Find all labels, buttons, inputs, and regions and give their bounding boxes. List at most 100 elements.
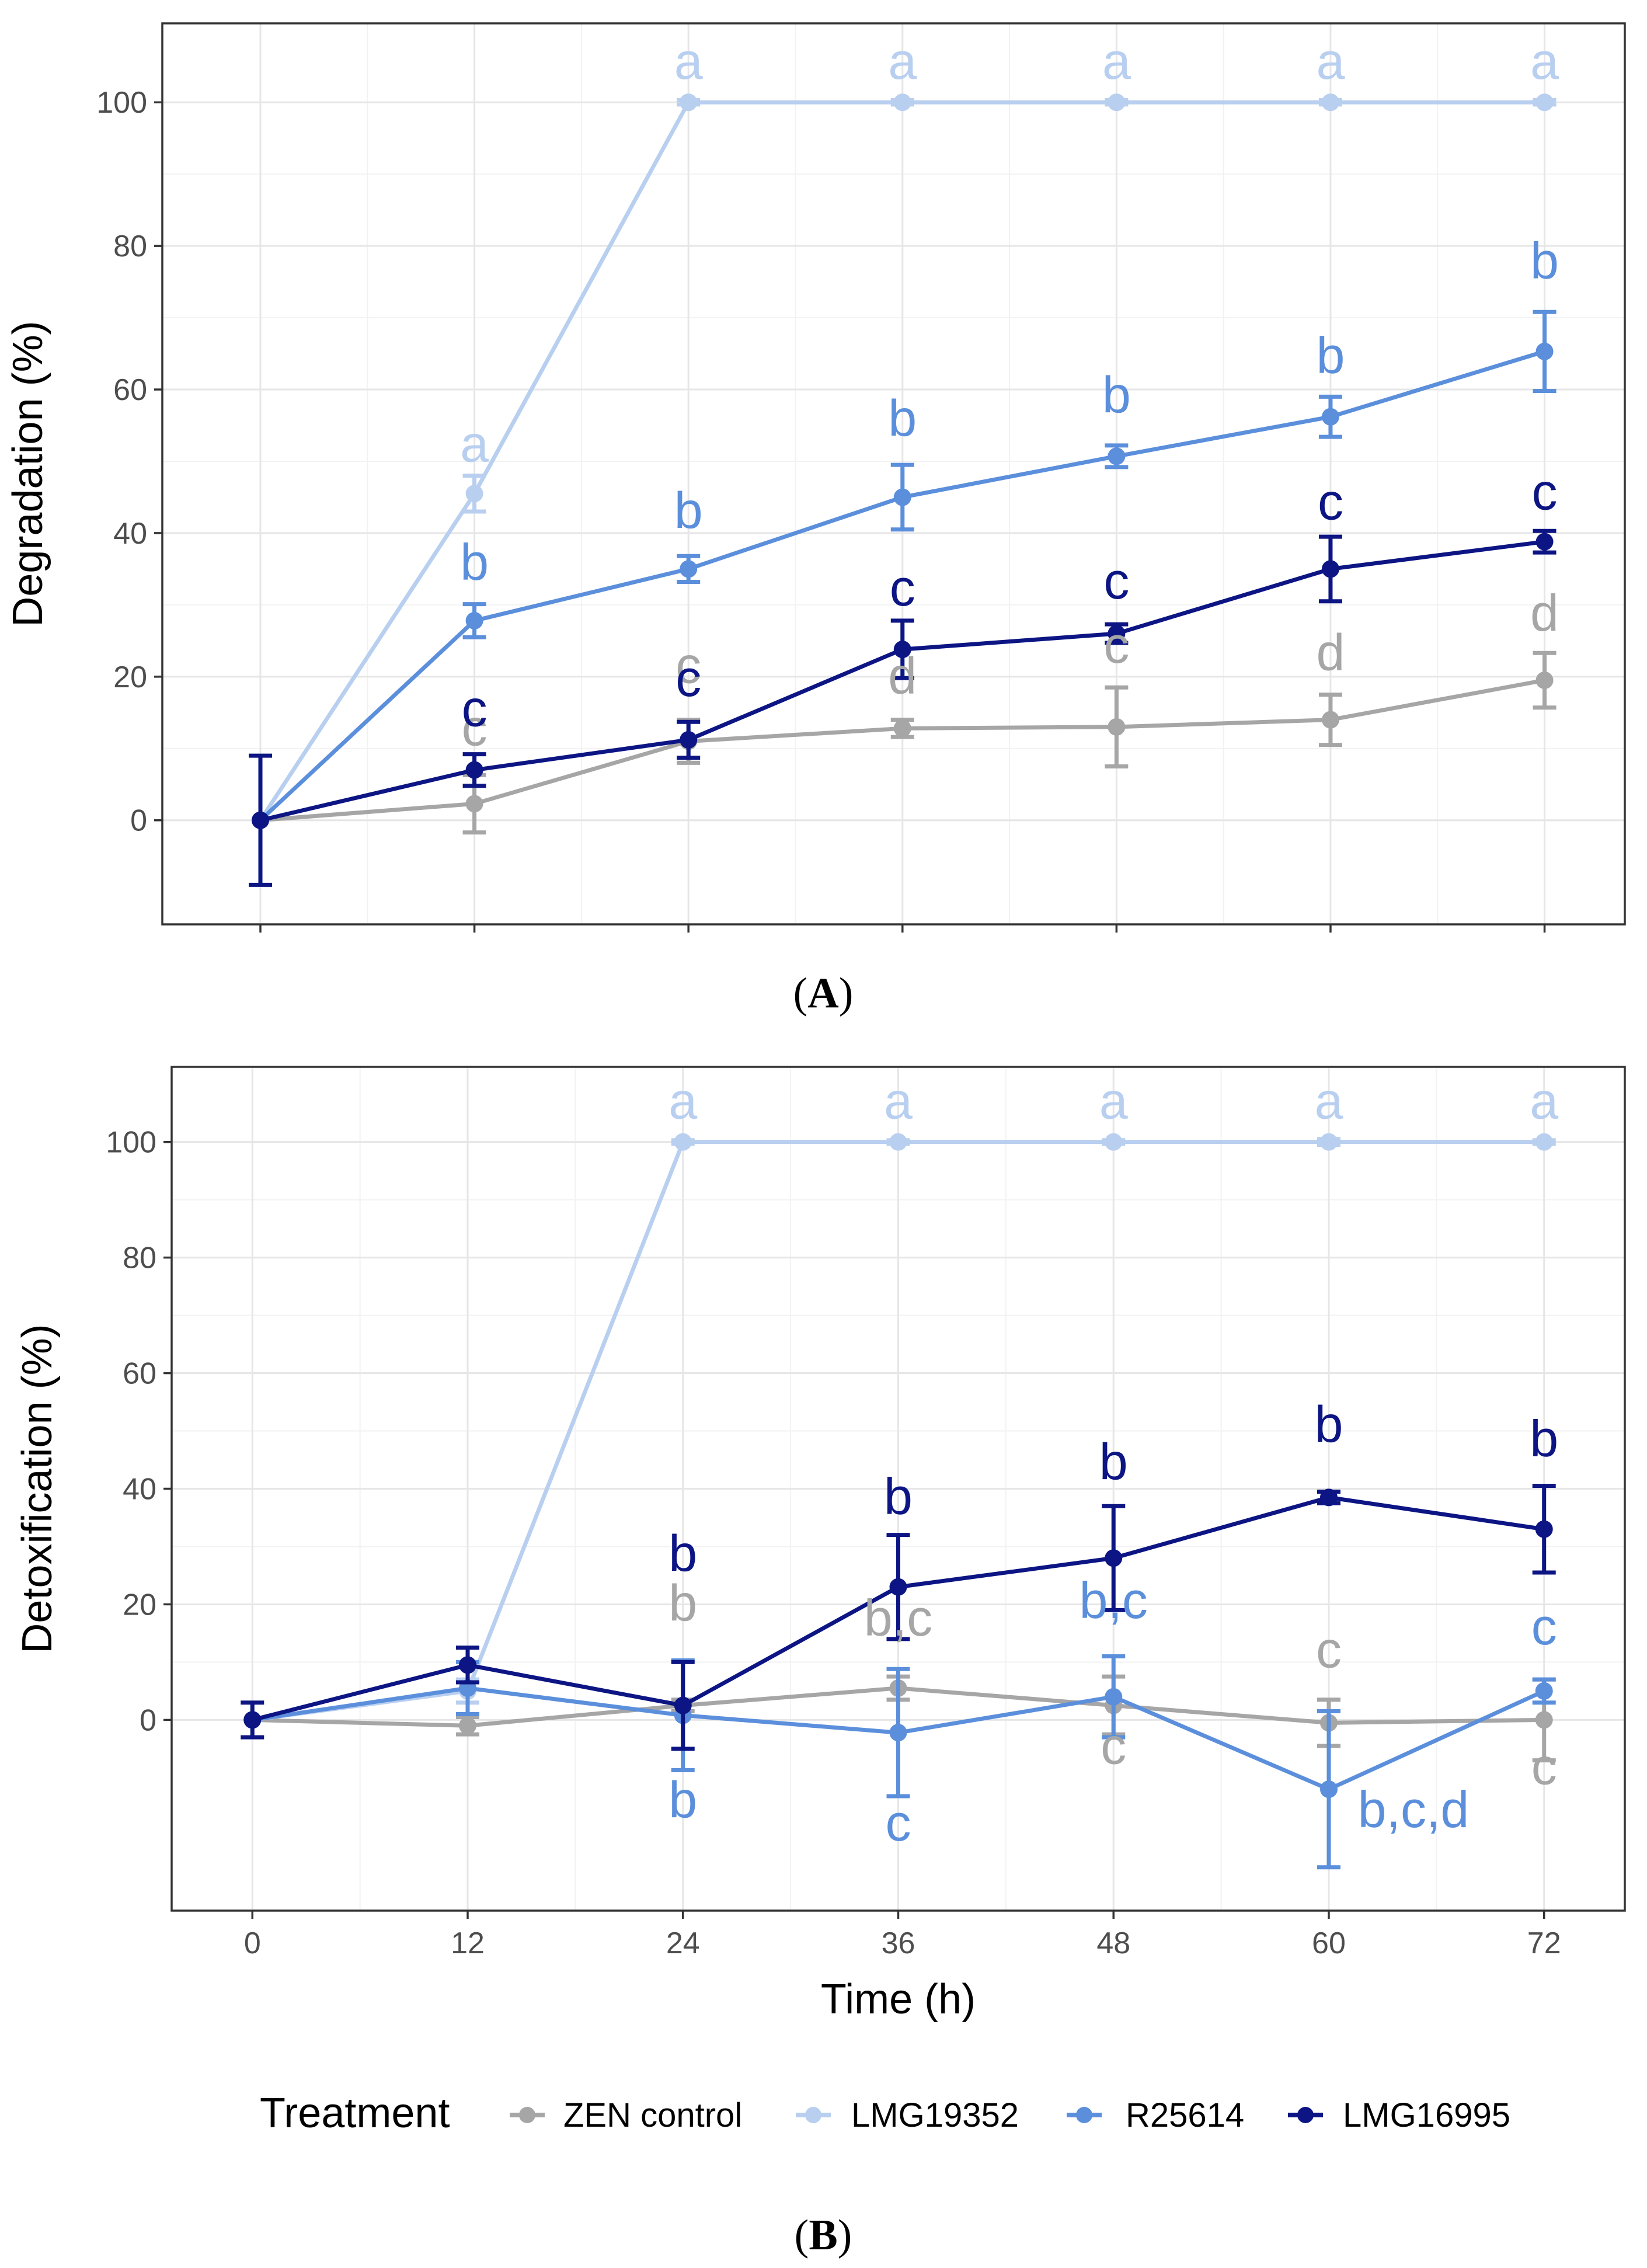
significance-letter: a	[1316, 32, 1345, 90]
data-point	[1535, 533, 1554, 551]
significance-letter: c	[462, 680, 488, 738]
data-point	[1108, 625, 1126, 643]
data-point	[680, 731, 698, 749]
x-tick-label: 36	[882, 1926, 915, 1960]
legend: Treatment ZEN control LMG19352 R25614 LM…	[260, 2090, 1510, 2137]
legend-label-zen-control: ZEN control	[563, 2096, 742, 2134]
y-tick-label: 40	[113, 517, 147, 551]
significance-letter: b,c	[864, 1589, 932, 1647]
panel-b-label: (B)	[795, 2211, 852, 2259]
x-tick-label: 12	[451, 1926, 485, 1960]
significance-letter: b	[1102, 366, 1131, 423]
significance-letters: a a a a a a	[460, 32, 1559, 472]
data-point	[1535, 1520, 1553, 1538]
significance-letters: b b b b b	[668, 1395, 1558, 1582]
significance-letter: a	[668, 1072, 697, 1130]
significance-letter: c	[462, 698, 488, 756]
significance-letter: c	[890, 559, 915, 617]
significance-letter: b	[668, 1770, 697, 1828]
data-point	[1105, 1133, 1123, 1151]
x-tick-label: 24	[666, 1926, 700, 1960]
data-point	[889, 1578, 907, 1596]
significance-letter: d	[888, 646, 917, 704]
legend-label-lmg16995: LMG16995	[1343, 2096, 1510, 2134]
significance-letter: c	[1532, 463, 1558, 521]
significance-letter: b	[668, 1525, 697, 1582]
y-tick-label: 100	[106, 1126, 156, 1160]
data-point	[1319, 1133, 1338, 1151]
y-tick-label: 60	[113, 373, 147, 407]
y-tick-label: 0	[140, 1703, 156, 1737]
significance-letter: b	[460, 533, 489, 591]
data-point	[243, 1711, 262, 1729]
significance-letter: c	[1103, 552, 1129, 610]
significance-letter: b	[884, 1467, 913, 1525]
significance-letter: c	[675, 649, 701, 707]
y-tick-label: 100	[96, 86, 147, 120]
y-tick-label: 20	[113, 660, 147, 694]
data-point	[1105, 1688, 1123, 1706]
significance-letter: b	[674, 481, 703, 539]
significance-letter: c	[1318, 472, 1343, 530]
x-tick-label: 72	[1527, 1926, 1561, 1960]
y-tick-label: 80	[113, 229, 147, 263]
data-point	[889, 1133, 907, 1151]
significance-letters: cc dc dd	[462, 584, 1559, 756]
y-tick-label: 0	[130, 804, 147, 838]
data-point	[1321, 560, 1339, 578]
data-point	[680, 560, 698, 578]
data-point	[893, 719, 911, 738]
significance-letter: b	[1315, 1395, 1343, 1453]
significance-letter: d	[1316, 624, 1345, 681]
significance-letter: b	[1316, 326, 1345, 384]
significance-letter: a	[1099, 1072, 1128, 1130]
significance-letter: c	[675, 636, 701, 694]
legend-title: Treatment	[260, 2090, 450, 2137]
data-point	[465, 485, 483, 503]
data-point	[1535, 1682, 1553, 1700]
y-axis-title: Degradation (%)	[5, 321, 51, 627]
significance-letters: b c b,c b,c,d c	[668, 1571, 1557, 1852]
legend-entry-lmg19352: LMG19352	[796, 2096, 1019, 2134]
data-point	[1535, 93, 1554, 112]
significance-letter: a	[1102, 32, 1131, 90]
significance-letter: a	[1530, 1072, 1558, 1130]
significance-letter: b	[888, 389, 917, 447]
significance-letter: a	[460, 415, 489, 472]
significance-letter: b,c,d	[1358, 1780, 1470, 1838]
data-point	[1321, 93, 1339, 112]
y-tick-label: 40	[123, 1473, 156, 1507]
significance-letter: b	[1099, 1432, 1128, 1490]
significance-letter: c	[1101, 1717, 1126, 1775]
legend-key-point	[1297, 2107, 1314, 2123]
significance-letter: d	[1530, 584, 1559, 642]
data-point	[1319, 1780, 1338, 1799]
significance-letters: ccc cc c	[462, 463, 1558, 738]
data-point	[1321, 711, 1339, 729]
data-point	[674, 1133, 692, 1151]
significance-letter: c	[886, 1794, 911, 1852]
data-point	[465, 761, 483, 779]
data-point	[465, 795, 483, 813]
significance-letter: a	[1530, 32, 1559, 90]
panel-a-label: (A)	[793, 969, 854, 1017]
significance-letter: c	[1531, 1598, 1557, 1655]
data-point	[465, 611, 483, 629]
panel-b-chart: 0 20 40 60 80 100 0 12 24 36 48 60 72 Detoxification …	[14, 1066, 1626, 2023]
significance-letters: b b,c c c c	[668, 1574, 1557, 1796]
significance-letter: b	[1530, 232, 1559, 290]
data-point	[1105, 1549, 1123, 1567]
data-point	[893, 641, 911, 659]
data-point	[893, 488, 911, 506]
data-point	[1535, 1133, 1553, 1151]
data-point	[1108, 718, 1126, 736]
data-point	[1108, 93, 1126, 112]
plot-border	[161, 22, 1626, 926]
data-point	[459, 1717, 477, 1735]
legend-entry-r25614: R25614	[1067, 2096, 1244, 2134]
significance-letter: c	[1103, 616, 1129, 674]
